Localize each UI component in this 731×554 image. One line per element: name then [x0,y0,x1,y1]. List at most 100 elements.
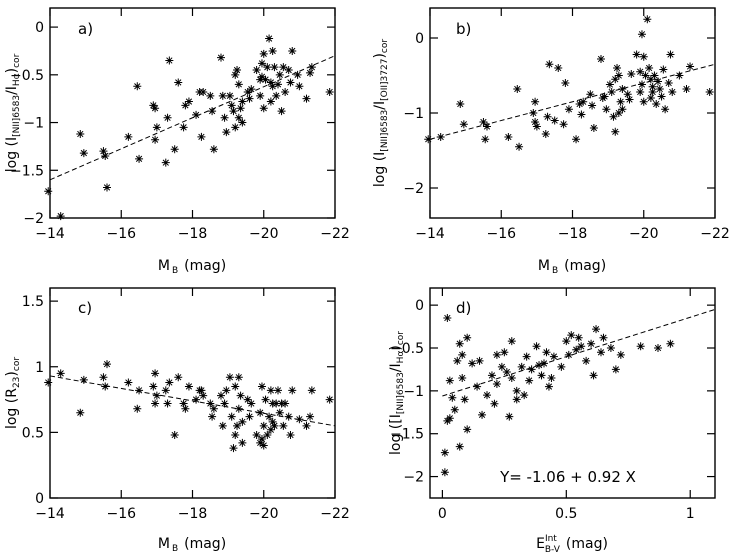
panel-d-data-point [572,345,581,354]
panel-b-data-point [554,64,563,72]
panel-b-y-tick-label: −1 [403,106,424,122]
panel-a-data-point [259,49,268,58]
panel-b-data-point [504,133,513,141]
panel-b-data-point [616,97,625,106]
panel-b-data-point [646,75,655,84]
panel-c-data-point [209,404,218,413]
panel-c-data-point [229,444,238,453]
panel-d-data-point [567,331,576,340]
panel-d-data-point [445,376,454,385]
panel-b-data-point [550,116,559,125]
panel-a-data-point [151,104,160,113]
panel-b-data-point [513,85,522,93]
panel-a-x-tick-label: −14 [35,226,65,242]
panel-d-data-point [577,342,586,351]
panel-b-x-tick-label: −20 [629,226,659,242]
panel-a-data-point [238,118,247,127]
panel-c-data-point [236,391,245,400]
panel-c-data-point [295,415,304,424]
panel-a-data-point [165,56,174,65]
panel-b-x-tick-label: −16 [486,226,516,242]
panel-c-data-point [257,434,266,443]
panel-a-data-point [227,101,236,110]
panel-b-data-point [648,82,657,91]
panel-c-data-point [152,391,161,400]
panel-a-data-point [174,78,183,87]
panel-a-data-point [181,101,190,110]
panel-c-x-tick-label: −16 [106,506,136,522]
panel-b-data-point [613,64,622,72]
panel-d-data-point [478,410,487,419]
panel-c-data-point [76,408,85,417]
panel-c-regression-line [49,375,336,427]
panel-c-data-point [284,412,293,421]
panel-a-frame [49,7,336,219]
panel-c-data-point [222,386,231,395]
panel-c-data-point [133,404,142,413]
panel-b-fit-line [429,63,716,140]
panel-b-data-point [668,88,677,96]
panel-c-data-point [101,382,110,391]
panel-c-data-point [288,386,297,395]
panel-c-data-point [263,431,272,439]
panel-a-data-point [124,132,133,141]
panel-a-data-point [103,183,111,192]
panel-d-data-point [636,342,645,351]
panel-d-data-point [564,350,573,359]
panel-d-data-point [450,405,459,414]
panel-d-data-point [463,333,472,342]
panel-a-data-point [261,75,270,84]
panel-a-data-point [259,104,268,113]
panel-a-data-point [135,154,144,163]
panel-c-data-point [56,369,65,378]
panel-c-data-point [227,412,236,421]
panel-a-data-point [197,132,206,141]
panel-a-data-point [275,70,284,79]
panel-a-data-point [217,53,225,62]
panel-a-data-point [133,82,142,91]
panel-a-x-tick-label: −22 [320,226,350,242]
panel-d-data-point [544,382,553,391]
panel-b-data-point [661,105,670,114]
panel-b-data-point [618,85,627,93]
panel-c-data-point [307,386,316,395]
panel-d-data-point [587,339,596,348]
panel-c-data-point [245,412,254,421]
panel-a-data-point [79,149,88,158]
panel-d-data-point [549,352,558,361]
panel-d-xlabel: EInt B-V (mag) [536,534,608,554]
panel-b-data-point [561,79,570,87]
panel-a-data-point [151,135,160,144]
panel-d-data-point [512,386,521,395]
panel-c-data-point [206,399,215,408]
panel-b-data-point [572,135,581,144]
panel-a-data-point [277,107,286,116]
panel-a-x-tick-label: −20 [249,226,279,242]
panel-b-data-point [602,105,611,114]
panel-a-y-tick-label: −1.5 [10,163,44,179]
panel-b-data-point [627,70,636,78]
panel-a-data-point [44,187,53,196]
panel-b-data-point [664,79,673,87]
panel-a-data-point [208,107,217,116]
panel-d-data-point [505,412,514,421]
panel-d-data-point [597,348,605,357]
panel-a-fit-line [49,55,336,181]
panel-b-data-point [657,92,666,101]
panel-d-data-point [525,376,534,385]
panel-c-ylabel: log (R23)cor [4,357,22,429]
panel-c-data-point [151,369,160,378]
panel-b-data-point [586,90,595,99]
panel-b-data-point [607,88,616,96]
panel-a-data-point [263,63,272,72]
panel-a-y-tick-label: −1 [23,116,44,132]
panel-d-data-point [507,374,516,382]
panel-b-data-point [611,75,620,84]
panel-b-y-tick-label: −2 [403,181,424,197]
panel-a-xlabel: M B (mag) [158,258,226,276]
panel-c-data-point [174,373,183,382]
panel-b-data-point [686,62,695,71]
panel-a-x-tick-label: −16 [106,226,136,242]
panel-a-data-point [231,123,240,132]
panel-d-data-point [492,350,501,359]
